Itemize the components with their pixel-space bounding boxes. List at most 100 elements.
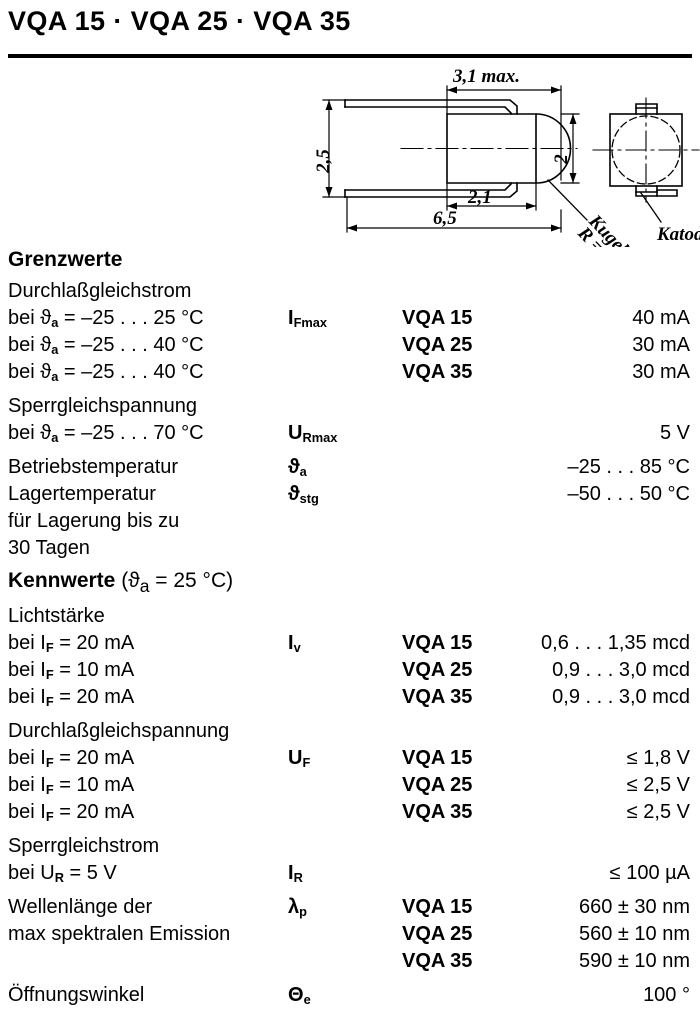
spec-condition: 30 Tagen [8,537,90,559]
spec-block-betriebstemperatur: Betriebstemperatur ϑa –25 . . . 85 °C Lager… [0,454,700,562]
dim-label-straight-length: 2,1 [467,187,492,208]
spec-symbol: ϑstg [288,483,319,506]
spec-block-lichtstaerke: Lichtstärke bei IF = 20 mA Iv VQA 15 0,6 . .… [0,603,700,711]
cathode-label: Katode [656,224,700,245]
spec-value: 590 ± 10 nm [578,950,690,973]
spec-block-oeffnungswinkel: Öffnungswinkel Θe 100 ° [0,982,700,1009]
spec-row: bei UR = 5 V IR ≤ 100 µA [0,860,700,887]
spec-condition: bei ϑa = –25 . . . 25 °C [8,307,204,330]
spec-symbol: Iv [288,632,301,655]
spec-block-title: Sperrgleichspannung [0,393,700,420]
spec-title-text: Sperrgleichspannung [8,395,198,417]
spec-block-durchlassgleichstrom: Durchlaßgleichstrom bei ϑa = –25 . . . 25… [0,278,700,386]
spec-condition: bei ϑa = –25 . . . 40 °C [8,361,204,384]
spec-row: bei IF = 20 mA Iv VQA 15 0,6 . . . 1,35 mcd [0,630,700,657]
spec-title-text: Durchlaßgleichstrom [8,280,192,302]
spec-symbol: UF [288,747,311,770]
spec-row: Öffnungswinkel Θe 100 ° [0,982,700,1009]
spec-symbol: λp [288,896,307,919]
spec-type: VQA 15 [402,747,473,770]
spec-type: VQA 35 [402,801,473,824]
spec-row: Wellenlänge der λp VQA 15 660 ± 30 nm [0,894,700,921]
spec-row: Lagertemperatur ϑstg –50 . . . 50 °C [0,481,700,508]
spec-row: 30 Tagen [0,535,700,562]
section-heading-grenzwerte: Grenzwerte [8,248,123,271]
spec-value: 30 mA [632,361,690,383]
spec-row: bei IF = 10 mA VQA 25 ≤ 2,5 V [0,772,700,799]
spec-type: VQA 25 [402,659,473,682]
spec-condition: Öffnungswinkel [8,984,145,1007]
spec-title-text: Sperrgleichstrom [8,835,160,858]
spec-row: für Lagerung bis zu [0,508,700,535]
spec-block-durchlassgleichspannung: Durchlaßgleichspannung bei IF = 20 mA UF VQ… [0,718,700,826]
spec-type: VQA 15 [402,632,473,655]
spec-condition: bei IF = 10 mA [8,774,135,797]
spec-condition: bei IF = 20 mA [8,801,135,824]
spec-row: VQA 35 590 ± 10 nm [0,948,700,975]
spec-condition: bei ϑa = –25 . . . 70 °C [8,422,204,445]
spec-condition: bei IF = 20 mA [8,747,135,770]
spec-type: VQA 35 [402,686,473,709]
dim-label-overall-length: 6,5 [433,208,457,229]
spec-condition: Lagertemperatur [8,483,156,505]
spec-type: VQA 25 [402,774,473,797]
spec-row: bei IF = 20 mA VQA 35 0,9 . . . 3,0 mcd [0,684,700,711]
spec-value: 5 V [659,422,690,444]
spec-row: bei ϑa = –25 . . . 25 °C IFmax VQA 15 40 mA [0,305,700,332]
spec-symbol: ϑa [288,456,307,479]
spec-block-title: Durchlaßgleichstrom [0,278,700,305]
spec-value: 560 ± 10 nm [578,923,690,946]
spec-value: 0,9 . . . 3,0 mcd [552,686,690,709]
spec-symbol: Θe [288,984,311,1007]
spec-condition: für Lagerung bis zu [8,510,180,532]
spec-block-sperrgleichstrom: Sperrgleichstrom bei UR = 5 V IR ≤ 100 µA [0,833,700,887]
spec-type: VQA 35 [402,950,473,973]
spec-value: 0,9 . . . 3,0 mcd [552,659,690,682]
spec-title-text: Durchlaßgleichspannung [8,720,230,743]
spec-row: bei ϑa = –25 . . . 40 °C VQA 25 30 mA [0,332,700,359]
spec-type: VQA 25 [402,334,473,356]
spec-row: max spektralen Emission VQA 25 560 ± 10 nm [0,921,700,948]
spec-condition: bei IF = 20 mA [8,632,135,655]
spec-row: bei ϑa = –25 . . . 40 °C VQA 35 30 mA [0,359,700,386]
spec-condition: bei IF = 10 mA [8,659,135,682]
spec-row: bei IF = 20 mA UF VQA 15 ≤ 1,8 V [0,745,700,772]
spec-condition: Wellenlänge der [8,896,153,919]
spec-block-title: Lichtstärke [0,603,700,630]
spec-row: Betriebstemperatur ϑa –25 . . . 85 °C [0,454,700,481]
header-rule [8,54,692,58]
spec-value: 30 mA [632,334,690,356]
spec-type: VQA 35 [402,361,473,383]
spec-condition: bei IF = 20 mA [8,686,135,709]
spec-block-title: Sperrgleichstrom [0,833,700,860]
spec-condition: Betriebstemperatur [8,456,179,478]
spec-type: VQA 15 [402,307,473,329]
spec-value: ≤ 2,5 V [626,801,690,824]
spec-symbol: IFmax [288,307,327,330]
spec-value: 40 mA [632,307,690,329]
spec-row: bei IF = 10 mA VQA 25 0,9 . . . 3,0 mcd [0,657,700,684]
spec-block-title: Durchlaßgleichspannung [0,718,700,745]
dim-label-body-height: 2 [551,154,572,165]
spec-type: VQA 15 [402,896,473,919]
dim-label-body-length: 3,1 max. [452,66,520,87]
spec-row: bei ϑa = –25 . . . 70 °C URmax 5 V [0,420,700,447]
spec-block-sperrgleichspannung: Sperrgleichspannung bei ϑa = –25 . . . 70… [0,393,700,447]
page-title: VQA 15 · VQA 25 · VQA 35 [8,6,351,36]
spec-value: ≤ 2,5 V [626,774,690,797]
spec-symbol: URmax [288,422,338,445]
spec-condition: bei ϑa = –25 . . . 40 °C [8,334,204,357]
spec-title-text: Lichtstärke [8,605,105,628]
specification-sheet: Grenzwerte Durchlaßgleichstrom bei ϑa = –2… [0,248,700,1016]
spec-block-wellenlaenge: Wellenlänge der λp VQA 15 660 ± 30 nm max sp… [0,894,700,975]
dim-label-lead-span: 2,5 [313,149,334,174]
spec-value: –25 . . . 85 °C [567,456,690,478]
spec-row: bei IF = 20 mA VQA 35 ≤ 2,5 V [0,799,700,826]
spec-value: –50 . . . 50 °C [567,483,690,505]
spec-symbol: IR [288,862,303,885]
led-package-outline-drawing: 3,1 max. 2,1 6,5 2,5 2 Kugel R = 0,9 Kat… [305,62,700,247]
section-heading-kennwerte: Kennwerte (ϑa = 25 °C) [8,569,234,597]
spec-value: 0,6 . . . 1,35 mcd [541,632,690,655]
spec-type: VQA 25 [402,923,473,946]
spec-condition: max spektralen Emission [8,923,231,946]
